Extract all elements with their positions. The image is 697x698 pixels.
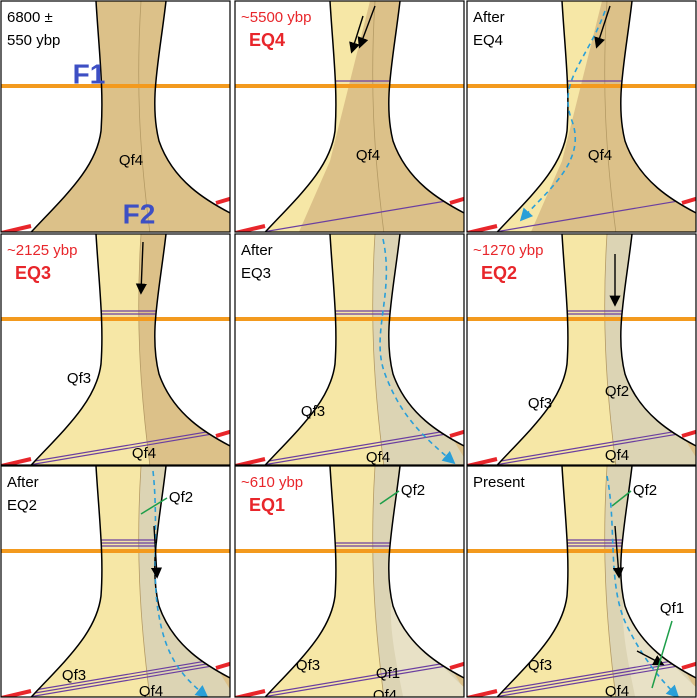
unit-label: Qf4 bbox=[605, 683, 629, 698]
panel: After EQ3 Qf3 Qf4 bbox=[235, 234, 475, 474]
unit-label: Qf3 bbox=[528, 395, 552, 412]
unit-label: Qf4 bbox=[373, 687, 397, 698]
panel-header: EQ4 bbox=[249, 30, 285, 50]
panel-header: Present bbox=[473, 474, 526, 491]
unit-label: F2 bbox=[123, 198, 156, 229]
unit-label: Qf3 bbox=[301, 403, 325, 420]
panel-content: ~2125 ybp EQ3 Qf3 Qf4 bbox=[1, 234, 236, 474]
unit-label: Qf4 bbox=[132, 445, 156, 462]
panel-header: EQ2 bbox=[7, 497, 37, 514]
unit-label: Qf1 bbox=[660, 600, 684, 617]
panel: After EQ2 Qf2 Qf3 Qf4 bbox=[1, 466, 241, 698]
panel-header: EQ2 bbox=[481, 263, 517, 283]
unit-label: F1 bbox=[73, 58, 106, 89]
panel-content: ~610 ybp EQ1 Qf2 Qf3 Qf1 Qf4 bbox=[235, 466, 475, 698]
panel-header: 6800 ± bbox=[7, 9, 53, 26]
unit-label: Qf2 bbox=[401, 482, 425, 499]
panel: After EQ4 Qf4 bbox=[467, 1, 697, 241]
unit-label: Qf4 bbox=[356, 147, 380, 164]
panel-content: ~1270 ybp EQ2 Qf3 Qf2 Qf4 bbox=[467, 234, 697, 474]
panel-content: ~5500 ybp EQ4 Qf4 bbox=[235, 1, 470, 241]
panel-content: 6800 ± 550 ybp F1 F2 Qf4 bbox=[1, 1, 236, 241]
panel-header: ~2125 ybp bbox=[7, 242, 77, 259]
panel-header: EQ1 bbox=[249, 495, 285, 515]
unit-label: Qf2 bbox=[169, 489, 193, 506]
unit-label: Qf1 bbox=[376, 665, 400, 682]
panel-header: ~610 ybp bbox=[241, 474, 303, 491]
panels: 6800 ±550 ybpF1F2Qf4~5500 ybpEQ4Qf4After… bbox=[1, 1, 697, 698]
panel: ~2125 ybp EQ3 Qf3 Qf4 bbox=[1, 234, 236, 474]
panel-header: EQ4 bbox=[473, 32, 503, 49]
panel-content: After EQ2 Qf2 Qf3 Qf4 bbox=[1, 466, 241, 698]
unit-label: Qf3 bbox=[67, 370, 91, 387]
unit-label: Qf3 bbox=[528, 657, 552, 674]
unit-label: Qf3 bbox=[62, 667, 86, 684]
unit-label: Qf4 bbox=[605, 447, 629, 464]
panel-header: After bbox=[241, 242, 273, 259]
diagram: 6800 ±550 ybpF1F2Qf4~5500 ybpEQ4Qf4After… bbox=[0, 0, 697, 698]
unit-label: Qf4 bbox=[588, 147, 612, 164]
unit-label: Qf3 bbox=[296, 657, 320, 674]
panel: ~610 ybp EQ1 Qf2 Qf3 Qf1 Qf4 bbox=[235, 466, 475, 698]
panel: ~5500 ybp EQ4 Qf4 bbox=[235, 1, 470, 241]
panel-header: EQ3 bbox=[241, 265, 271, 282]
panel-header: EQ3 bbox=[15, 263, 51, 283]
panel: ~1270 ybp EQ2 Qf3 Qf2 Qf4 bbox=[467, 234, 697, 474]
unit-label: Qf4 bbox=[366, 449, 390, 466]
panel-content: After EQ3 Qf3 Qf4 bbox=[235, 234, 475, 474]
panel-content: Present Qf2 Qf1 Qf3 Qf4 bbox=[467, 466, 697, 698]
panel: Present Qf2 Qf1 Qf3 Qf4 bbox=[467, 466, 697, 698]
unit-label: Qf2 bbox=[605, 383, 629, 400]
panel: 6800 ± 550 ybp F1 F2 Qf4 bbox=[1, 1, 236, 241]
panel-content: After EQ4 Qf4 bbox=[467, 1, 697, 241]
panel-header: ~1270 ybp bbox=[473, 242, 543, 259]
panel-header: 550 ybp bbox=[7, 32, 60, 49]
panel-header: After bbox=[473, 9, 505, 26]
panel-header: ~5500 ybp bbox=[241, 9, 311, 26]
panel-header: After bbox=[7, 474, 39, 491]
unit-label: Qf4 bbox=[139, 683, 163, 698]
unit-label: Qf4 bbox=[119, 152, 143, 169]
unit-label: Qf2 bbox=[633, 482, 657, 499]
